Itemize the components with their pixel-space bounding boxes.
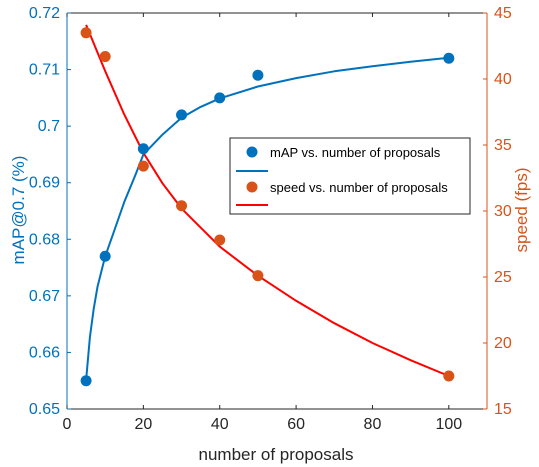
left-y-tick-label: 0.7 bbox=[38, 118, 60, 135]
left-y-axis-label: mAP@0.7 (%) bbox=[9, 156, 28, 265]
left-y-tick-label: 0.65 bbox=[29, 401, 60, 418]
left-y-tick-label: 0.69 bbox=[29, 175, 60, 192]
right-y-axis-label: speed (fps) bbox=[512, 167, 531, 252]
legend-label-map: mAP vs. number of proposals bbox=[270, 145, 441, 160]
map-data-point bbox=[99, 250, 111, 262]
data-points bbox=[80, 27, 455, 387]
right-y-axis-ticks: 15 20 25 30 35 40 45 bbox=[483, 5, 512, 418]
right-y-tick-label: 25 bbox=[494, 269, 512, 286]
speed-data-point bbox=[137, 160, 149, 172]
map-fit-curve bbox=[85, 56, 449, 381]
fit-curves bbox=[85, 24, 450, 381]
legend: mAP vs. number of proposals speed vs. nu… bbox=[229, 137, 471, 215]
x-tick-label: 100 bbox=[435, 416, 462, 433]
speed-data-point bbox=[214, 234, 226, 246]
x-axis-ticks: 0 20 40 60 80 100 bbox=[63, 13, 462, 433]
map-data-point bbox=[443, 52, 455, 64]
x-tick-label: 40 bbox=[211, 416, 229, 433]
legend-box bbox=[229, 137, 471, 215]
map-data-point bbox=[137, 143, 149, 155]
right-y-tick-label: 40 bbox=[494, 71, 512, 88]
x-tick-label: 80 bbox=[364, 416, 382, 433]
speed-fit-curve bbox=[85, 24, 450, 377]
x-tick-label: 0 bbox=[63, 416, 72, 433]
map-data-point bbox=[252, 69, 264, 81]
right-y-tick-label: 15 bbox=[494, 401, 512, 418]
speed-data-point bbox=[99, 51, 111, 63]
right-y-tick-label: 45 bbox=[494, 5, 512, 22]
x-tick-label: 60 bbox=[287, 416, 305, 433]
right-y-tick-label: 35 bbox=[494, 137, 512, 154]
speed-data-point bbox=[80, 27, 92, 39]
speed-data-point bbox=[443, 370, 455, 382]
right-y-tick-label: 20 bbox=[494, 335, 512, 352]
map-data-point bbox=[176, 109, 188, 121]
map-data-point bbox=[214, 92, 226, 104]
speed-data-point bbox=[252, 270, 264, 282]
right-y-tick-label: 30 bbox=[494, 203, 512, 220]
x-tick-label: 20 bbox=[134, 416, 152, 433]
map-data-point bbox=[80, 375, 92, 387]
legend-marker-speed bbox=[246, 181, 258, 193]
x-axis-label: number of proposals bbox=[199, 445, 354, 464]
left-y-tick-label: 0.71 bbox=[29, 62, 60, 79]
left-y-tick-label: 0.72 bbox=[29, 5, 60, 22]
legend-label-speed: speed vs. number of proposals bbox=[270, 180, 448, 195]
speed-data-point bbox=[176, 200, 188, 212]
left-y-tick-label: 0.68 bbox=[29, 231, 60, 248]
left-y-tick-label: 0.66 bbox=[29, 344, 60, 361]
legend-marker-map bbox=[246, 146, 258, 158]
left-y-tick-label: 0.67 bbox=[29, 288, 60, 305]
left-y-axis-ticks: 0.65 0.66 0.67 0.68 0.69 0.7 0.71 0.72 bbox=[29, 5, 71, 418]
